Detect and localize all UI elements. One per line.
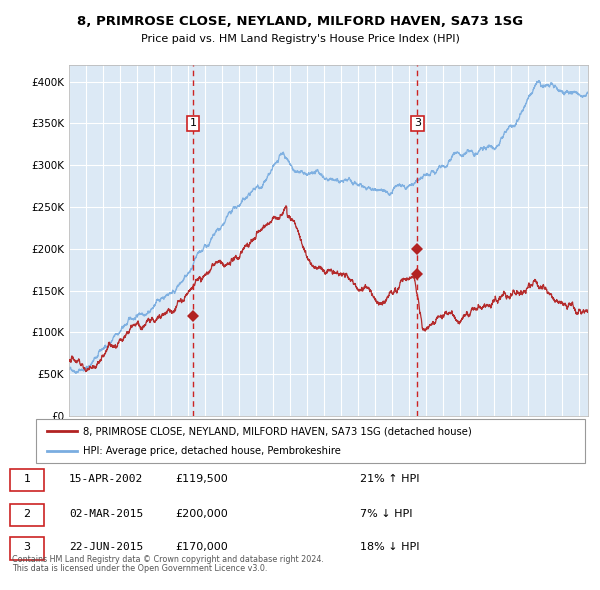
Text: 15-APR-2002: 15-APR-2002 <box>69 474 143 484</box>
Text: 1: 1 <box>23 474 31 484</box>
Text: £200,000: £200,000 <box>175 509 228 519</box>
Text: 3: 3 <box>23 542 31 552</box>
Text: £119,500: £119,500 <box>175 474 228 484</box>
FancyBboxPatch shape <box>10 468 44 491</box>
Text: 8, PRIMROSE CLOSE, NEYLAND, MILFORD HAVEN, SA73 1SG: 8, PRIMROSE CLOSE, NEYLAND, MILFORD HAVE… <box>77 15 523 28</box>
Text: 7% ↓ HPI: 7% ↓ HPI <box>360 509 413 519</box>
Text: Contains HM Land Registry data © Crown copyright and database right 2024.: Contains HM Land Registry data © Crown c… <box>12 555 324 564</box>
Text: Price paid vs. HM Land Registry's House Price Index (HPI): Price paid vs. HM Land Registry's House … <box>140 34 460 44</box>
Text: This data is licensed under the Open Government Licence v3.0.: This data is licensed under the Open Gov… <box>12 564 268 573</box>
Text: 02-MAR-2015: 02-MAR-2015 <box>69 509 143 519</box>
Text: 3: 3 <box>414 119 421 129</box>
Text: 18% ↓ HPI: 18% ↓ HPI <box>360 542 419 552</box>
Text: £170,000: £170,000 <box>175 542 228 552</box>
Text: 8, PRIMROSE CLOSE, NEYLAND, MILFORD HAVEN, SA73 1SG (detached house): 8, PRIMROSE CLOSE, NEYLAND, MILFORD HAVE… <box>83 427 472 436</box>
FancyBboxPatch shape <box>10 503 44 526</box>
Text: 2: 2 <box>23 509 31 519</box>
Text: HPI: Average price, detached house, Pembrokeshire: HPI: Average price, detached house, Pemb… <box>83 446 341 455</box>
FancyBboxPatch shape <box>10 537 44 559</box>
Text: 22-JUN-2015: 22-JUN-2015 <box>69 542 143 552</box>
FancyBboxPatch shape <box>36 419 585 463</box>
Text: 1: 1 <box>190 119 197 129</box>
Text: 21% ↑ HPI: 21% ↑ HPI <box>360 474 419 484</box>
